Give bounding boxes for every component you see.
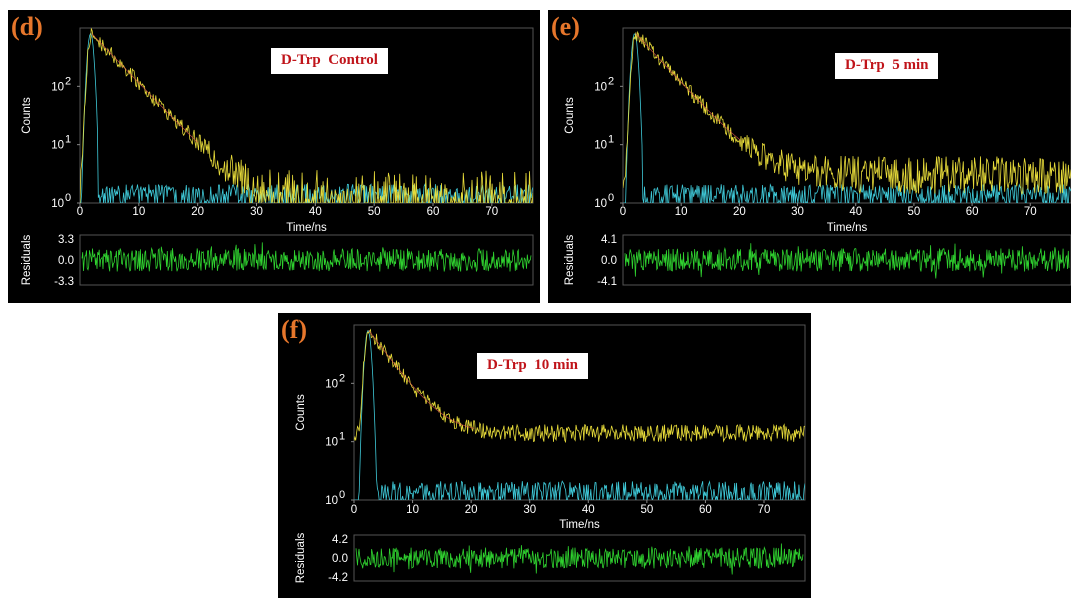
x-tick-label: 30 (250, 206, 263, 218)
x-axis-title: Time/ns (827, 222, 868, 234)
residual-axis-title: Residuals (564, 235, 576, 286)
x-tick-label: 70 (485, 206, 498, 218)
irf-series (354, 329, 805, 500)
x-tick-label: 30 (523, 504, 536, 516)
x-tick-label: 60 (699, 504, 712, 516)
x-tick-label: 10 (675, 206, 688, 218)
y-tick-exponent: 0 (608, 192, 614, 204)
residual-frame (622, 234, 1071, 286)
panel-label: (f) (281, 315, 307, 344)
x-tick-label: 30 (791, 206, 804, 218)
residual-tick-label: 3.3 (58, 234, 74, 246)
y-tick-exponent: 2 (339, 372, 345, 384)
panel-label: (d) (11, 12, 43, 41)
y-tick-label: 10 (51, 140, 64, 152)
x-tick-label: 40 (309, 206, 322, 218)
chart-title: D-Trp 10 min (477, 353, 588, 379)
x-tick-label: 70 (758, 504, 771, 516)
fit-line (368, 329, 475, 429)
x-tick-label: 60 (966, 206, 979, 218)
chart-title: D-Trp 5 min (835, 53, 939, 79)
decay-series (623, 30, 1071, 195)
x-tick-label: 70 (1024, 206, 1037, 218)
plot-frame (622, 27, 1071, 204)
x-tick-label: 60 (427, 206, 440, 218)
x-tick-label: 20 (191, 206, 204, 218)
panel-d: (d) D-Trp Control 0 10 20 30 40 50 60 70 Time/ns… (8, 10, 540, 303)
y-tick-exponent: 0 (65, 192, 71, 204)
y-axis-title: Counts (564, 97, 576, 134)
residual-frame (79, 234, 534, 286)
panel-f: (f) D-Trp 10 min 0 10 20 30 40 50 60 70 Time/ns 1… (278, 313, 811, 598)
residual-series (355, 543, 804, 575)
chart-title: D-Trp Control (271, 48, 388, 74)
x-axis-title: Time/ns (286, 222, 327, 234)
y-tick-exponent: 1 (339, 431, 345, 443)
residual-series (624, 243, 1070, 279)
residual-frame (353, 534, 806, 582)
irf-series (80, 32, 533, 203)
residual-tick-label: 0.0 (601, 255, 617, 267)
x-tick-label: 50 (368, 206, 381, 218)
x-tick-label: 0 (351, 504, 357, 516)
y-tick-label: 10 (325, 378, 338, 390)
y-tick-label: 10 (594, 81, 607, 93)
x-tick-label: 50 (908, 206, 921, 218)
residual-axis-title: Residuals (21, 235, 33, 286)
x-tick-label: 50 (640, 504, 653, 516)
y-tick-label: 10 (325, 437, 338, 449)
y-axis-title: Counts (295, 394, 307, 431)
residual-tick-label: 4.2 (332, 534, 348, 546)
residual-tick-label: -3.3 (54, 276, 74, 288)
residual-tick-label: 0.0 (58, 255, 74, 267)
x-tick-label: 0 (620, 206, 626, 218)
y-tick-exponent: 1 (65, 134, 71, 146)
panel-e: (e) D-Trp 5 min 0 10 20 30 40 50 60 70 Time/ns 10… (548, 10, 1071, 303)
residual-tick-label: -4.2 (328, 572, 348, 584)
y-tick-exponent: 2 (608, 75, 614, 87)
x-tick-label: 40 (849, 206, 862, 218)
plot-frame (353, 324, 806, 501)
y-tick-label: 10 (51, 198, 64, 210)
residual-tick-label: 4.1 (601, 234, 617, 246)
x-tick-label: 20 (465, 504, 478, 516)
fit-line (91, 33, 198, 143)
x-tick-label: 0 (77, 206, 83, 218)
x-tick-label: 20 (733, 206, 746, 218)
residual-axis-title: Residuals (295, 533, 307, 584)
x-tick-label: 10 (406, 504, 419, 516)
y-tick-exponent: 2 (65, 75, 71, 87)
residual-tick-label: 0.0 (332, 553, 348, 565)
y-tick-exponent: 0 (339, 489, 345, 501)
residual-series (81, 242, 532, 272)
x-axis-title: Time/ns (559, 519, 600, 531)
fit-line (635, 33, 741, 141)
panel-label: (e) (551, 12, 580, 41)
y-tick-exponent: 1 (608, 134, 614, 146)
decay-series (80, 28, 533, 203)
y-tick-label: 10 (594, 140, 607, 152)
y-axis-title: Counts (21, 97, 33, 134)
decay-series (354, 328, 805, 444)
y-tick-label: 10 (594, 198, 607, 210)
y-tick-label: 10 (325, 495, 338, 507)
irf-series (623, 33, 1071, 203)
residual-tick-label: -4.1 (597, 276, 617, 288)
x-tick-label: 40 (582, 504, 595, 516)
x-tick-label: 10 (132, 206, 145, 218)
y-tick-label: 10 (51, 81, 64, 93)
